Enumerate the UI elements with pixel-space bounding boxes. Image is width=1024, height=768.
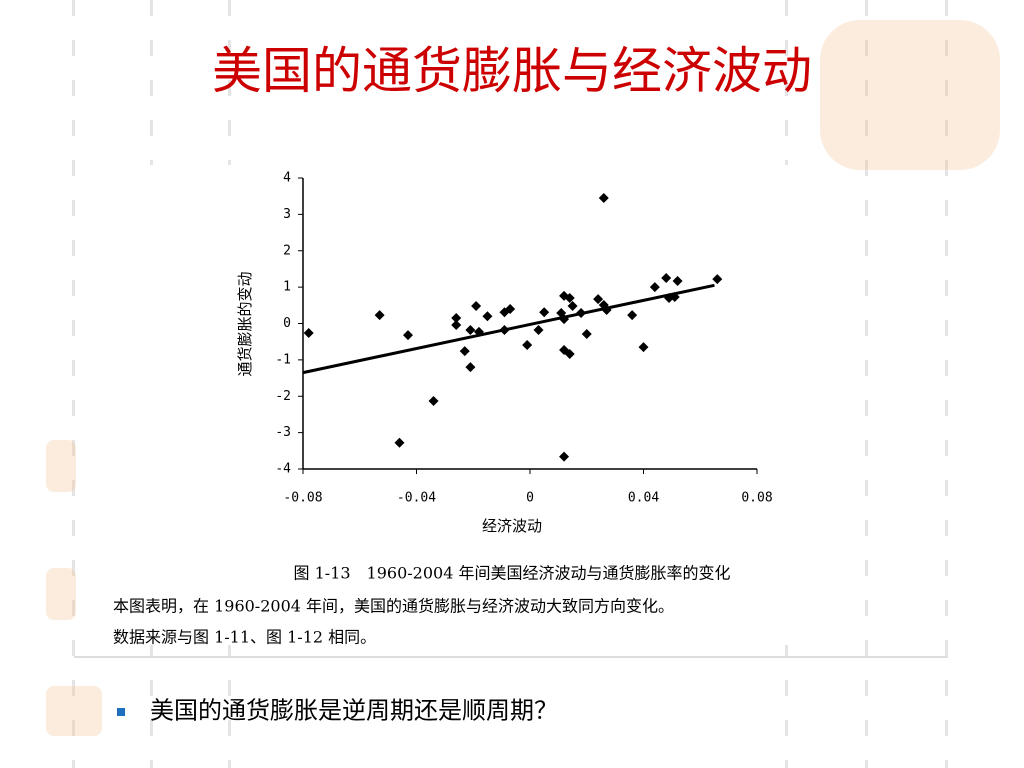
scatter-point xyxy=(564,293,575,304)
decor-stripe xyxy=(72,0,75,768)
figure-background xyxy=(120,165,800,645)
scatter-point xyxy=(601,305,612,316)
scatter-point xyxy=(559,451,570,462)
y-tick-label: -4 xyxy=(275,462,291,477)
scatter-point xyxy=(672,275,683,286)
scatter-point xyxy=(593,294,604,305)
scatter-point xyxy=(465,325,476,336)
scatter-point xyxy=(598,193,609,204)
y-axis-label: 通货膨胀的变动 xyxy=(236,271,254,376)
scatter-point xyxy=(471,301,482,312)
scatter-point xyxy=(303,327,314,338)
scatter-point xyxy=(581,329,592,340)
scatter-point xyxy=(451,319,462,330)
scatter-point xyxy=(712,274,723,285)
scatter-point xyxy=(374,310,385,321)
y-tick-label: 2 xyxy=(283,243,291,258)
bullet-icon xyxy=(117,708,125,716)
scatter-point xyxy=(473,326,484,337)
scatter-point xyxy=(539,307,550,318)
scatter-point xyxy=(567,301,578,312)
x-tick-label: -0.04 xyxy=(397,491,436,506)
y-tick-label: 1 xyxy=(283,280,291,295)
y-tick-label: 0 xyxy=(283,316,291,331)
bullet-text: 美国的通货膨胀是逆周期还是顺周期？ xyxy=(150,697,558,725)
scatter-point xyxy=(638,342,649,353)
scatter-point xyxy=(459,346,470,357)
scatter-point xyxy=(649,282,660,293)
scatter-point xyxy=(499,325,510,336)
scatter-point xyxy=(564,349,575,360)
y-tick-label: -1 xyxy=(275,352,291,367)
caption-text: 数据来源与图 1-11、图 1-12 相同。 xyxy=(113,628,376,647)
x-axis-label: 经济波动 xyxy=(482,517,542,535)
scatter-point xyxy=(533,325,544,336)
scatter-point xyxy=(661,273,672,284)
trend-line xyxy=(302,283,715,375)
scatter-point xyxy=(627,310,638,321)
caption-text: 本图表明，在 1960-2004 年间，美国的通货膨胀与经济波动大致同方向变化。 xyxy=(113,597,674,616)
x-tick-label: 0.04 xyxy=(628,491,659,506)
scatter-point xyxy=(394,437,405,448)
scatter-point xyxy=(669,291,680,302)
x-tick-label: -0.08 xyxy=(283,491,322,506)
scatter-point xyxy=(402,330,413,341)
decor-stripe xyxy=(945,0,948,768)
y-tick-label: -3 xyxy=(275,425,291,440)
scatter-point xyxy=(428,395,439,406)
figure-caption: 图 1-13 1960-2004 年间美国经济波动与通货膨胀率的变化 xyxy=(294,564,731,583)
scatter-point xyxy=(559,314,570,325)
slide-title: 美国的通货膨胀与经济波动 xyxy=(212,42,812,100)
scatter-point xyxy=(576,307,587,318)
y-tick-label: -2 xyxy=(275,389,291,404)
x-tick-label: 0 xyxy=(526,491,534,506)
scatter-point xyxy=(505,303,516,314)
x-tick-label: 0.08 xyxy=(741,491,772,506)
y-tick-label: 4 xyxy=(283,171,291,186)
decor-stripe xyxy=(865,0,868,768)
scatter-point xyxy=(522,339,533,350)
decor-seal xyxy=(46,20,1000,736)
scatter-point xyxy=(465,362,476,373)
scatter-point xyxy=(451,313,462,324)
scatter-point xyxy=(482,311,493,322)
y-tick-label: 3 xyxy=(283,207,291,222)
